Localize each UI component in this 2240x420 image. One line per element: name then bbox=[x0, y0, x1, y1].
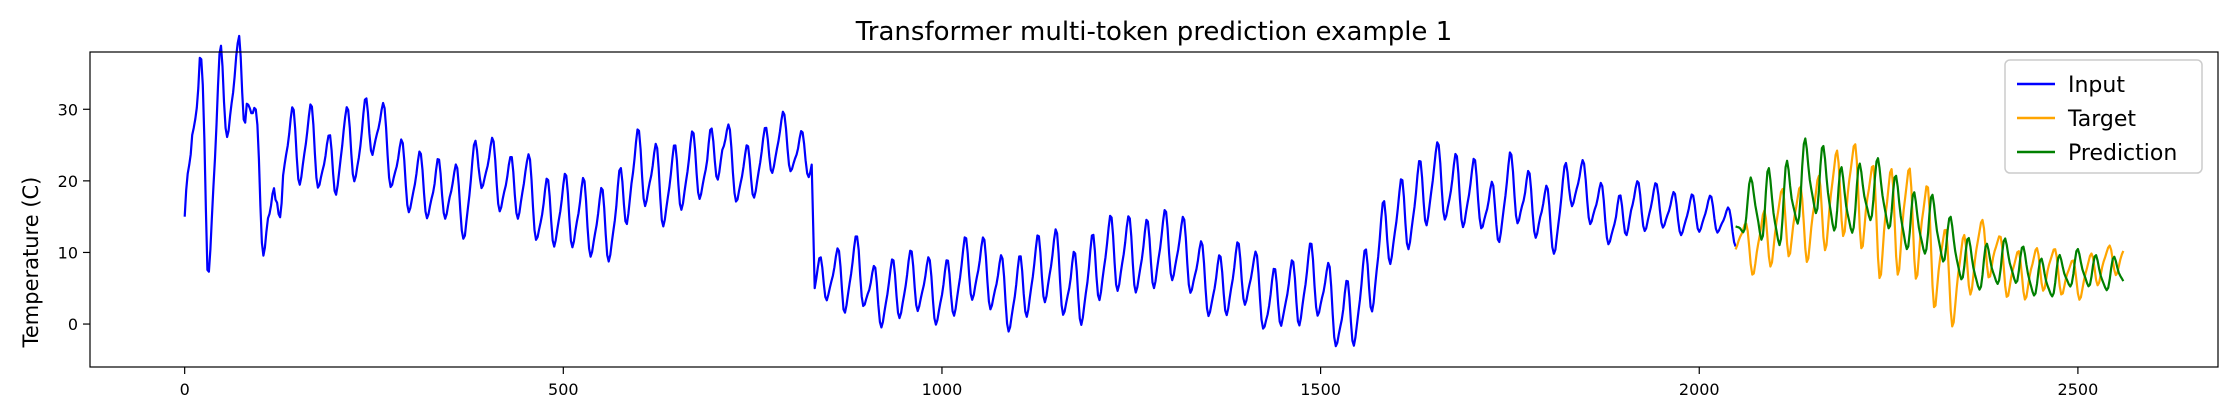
x-tick-label: 2000 bbox=[1679, 380, 1720, 399]
series-line-input bbox=[183, 34, 1737, 348]
series-line-prediction bbox=[1735, 137, 2125, 298]
y-axis-label: Temperature (C) bbox=[19, 177, 43, 349]
y-tick-label: 0 bbox=[68, 315, 78, 334]
ticks-layer: 0 500 1000 1500 2000 2500 0 10 20 30 bbox=[58, 100, 2099, 399]
legend-label-prediction: Prediction bbox=[2068, 141, 2177, 166]
y-tick-label: 30 bbox=[58, 100, 78, 119]
series-layer bbox=[183, 34, 2125, 348]
x-tick-label: 2500 bbox=[2058, 380, 2099, 399]
y-tick-label: 10 bbox=[58, 243, 78, 262]
legend: Input Target Prediction bbox=[2004, 59, 2203, 174]
x-tick-label: 1000 bbox=[922, 380, 963, 399]
y-tick-label: 20 bbox=[58, 172, 78, 191]
x-tick-label: 500 bbox=[548, 380, 579, 399]
legend-label-input: Input bbox=[2068, 73, 2125, 98]
chart-title: Transformer multi-token prediction examp… bbox=[855, 17, 1453, 47]
legend-box bbox=[2004, 59, 2203, 174]
legend-label-target: Target bbox=[2067, 107, 2136, 132]
x-tick-label: 0 bbox=[180, 380, 190, 399]
plot-frame bbox=[89, 51, 2219, 368]
x-tick-label: 1500 bbox=[1300, 380, 1341, 399]
